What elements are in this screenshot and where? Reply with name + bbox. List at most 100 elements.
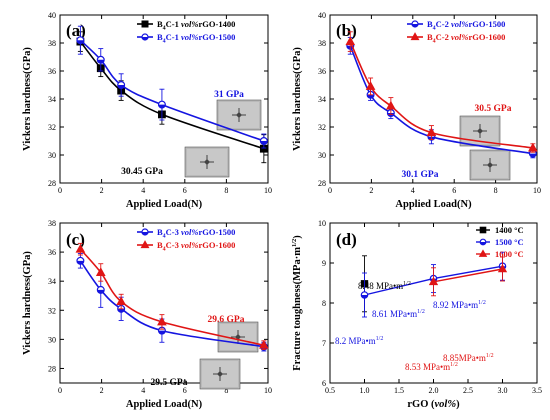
value-annotation: 8.48 MPa•m1/2 (358, 281, 411, 291)
data-marker (410, 32, 420, 41)
value-annotation: 30.5 GPa (475, 104, 512, 114)
indent-mark (235, 334, 241, 340)
y-axis-title: Vickers hardness(GPa) (22, 47, 33, 151)
y-tick-label: 32 (48, 123, 56, 132)
data-marker (76, 256, 85, 265)
y-tick-label: 28 (48, 179, 56, 188)
x-tick-label: 6 (183, 386, 187, 395)
legend-label: B4C-1 vol%rGO-1500 (157, 32, 235, 45)
indent-micrograph (184, 146, 230, 178)
x-tick-label: 1.5 (394, 386, 404, 395)
y-tick-label: 40 (48, 11, 56, 20)
data-marker (528, 142, 538, 152)
x-tick-label: 2.5 (463, 386, 473, 395)
panel-letter: (c) (66, 230, 85, 249)
data-marker (259, 137, 268, 146)
x-tick-label: 2.0 (429, 386, 439, 395)
indent-mark (487, 162, 493, 168)
x-tick-label: 0 (58, 186, 62, 195)
indent-micrograph (469, 149, 511, 181)
data-marker (141, 33, 149, 41)
y-tick-label: 36 (48, 67, 56, 76)
chart-panel-c: 0 2 4 6 8 10 28 30 32 34 36 38 Applied Load(N) Vicker… (22, 219, 272, 410)
data-marker (141, 20, 149, 28)
y-tick-label: 34 (48, 95, 56, 104)
y-tick-label: 7 (322, 339, 326, 348)
legend-label: B4C-2 vol%rGO-1500 (427, 19, 505, 32)
data-marker (258, 339, 269, 349)
chart-panel-a: 0 2 4 6 8 10 28 30 32 34 36 38 40 Applied Load(N) Vick… (22, 11, 272, 210)
y-tick-label: 40 (318, 11, 326, 20)
y-tick-label: 8 (322, 299, 326, 308)
y-tick-label: 28 (48, 364, 56, 373)
series-line (433, 268, 503, 283)
indent-micrograph (199, 358, 241, 390)
x-tick-label: 10 (264, 386, 272, 395)
marker-half-fill (97, 289, 105, 294)
y-tick-label: 28 (318, 179, 326, 188)
value-annotation: 8.85MPa•m1/2 (443, 353, 494, 363)
x-axis-title: Applied Load(N) (126, 199, 203, 210)
series-1600-c (428, 256, 508, 297)
data-marker (95, 267, 106, 276)
legend-label: B4C-3 vol%rGO-1600 (157, 240, 235, 253)
data-marker (75, 243, 86, 253)
series-line (349, 41, 533, 149)
x-tick-label: 4 (141, 186, 145, 195)
marker-half-fill (412, 24, 418, 27)
x-tick-label: 2 (369, 186, 373, 195)
panel-letter: (d) (336, 230, 357, 249)
series-b4c-1-vol-rgo-1500 (76, 25, 268, 149)
y-axis-title: Vickers hardness(GPa) (292, 47, 303, 151)
data-marker (140, 240, 150, 249)
marker-half-fill (117, 85, 125, 89)
x-tick-label: 0 (328, 186, 332, 195)
x-tick-label: 0.5 (325, 386, 335, 395)
x-tick-label: 2 (100, 186, 104, 195)
y-tick-label: 38 (48, 39, 56, 48)
x-tick-label: 6 (183, 186, 187, 195)
data-marker (411, 20, 419, 28)
data-marker (141, 228, 149, 236)
y-tick-label: 34 (48, 277, 56, 286)
indent-micrograph (216, 99, 262, 131)
data-marker (479, 226, 487, 234)
legend: 1400 °C 1500 °C 1600 °C (476, 225, 524, 259)
marker-half-fill (76, 40, 84, 44)
legend-label: 1400 °C (495, 225, 524, 235)
legend-label: 1500 °C (495, 237, 524, 247)
indent-mark (236, 112, 242, 118)
value-annotation: 29.6 GPa (208, 315, 245, 325)
legend-label: B4C-2 vol%rGO-1600 (427, 32, 505, 45)
marker-half-fill (260, 141, 268, 145)
data-marker (426, 127, 437, 137)
x-tick-label: 3.0 (498, 386, 508, 395)
y-tick-label: 32 (318, 123, 326, 132)
y-tick-label: 36 (48, 248, 56, 257)
data-marker (157, 316, 167, 326)
data-marker (76, 36, 85, 45)
data-marker (386, 100, 396, 110)
y-tick-label: 30 (48, 335, 56, 344)
data-marker (365, 81, 376, 90)
marker-half-fill (76, 260, 84, 265)
marker-half-fill (529, 153, 537, 157)
data-marker (96, 55, 105, 64)
data-marker (360, 291, 369, 299)
value-annotation: 8.2 MPa•m1/2 (335, 336, 383, 346)
data-marker (497, 263, 508, 273)
data-marker (96, 285, 105, 294)
value-annotation: 30.45 GPa (121, 167, 163, 177)
data-marker (478, 249, 488, 257)
series-b4c-3-vol-rgo-1600 (75, 242, 269, 350)
marker-half-fill (480, 242, 486, 245)
plot-frame (59, 222, 269, 384)
legend-label: B4C-3 vol%rGO-1500 (157, 227, 235, 240)
marker-half-fill (97, 59, 105, 64)
value-annotation: 30.1 GPa (402, 170, 439, 180)
